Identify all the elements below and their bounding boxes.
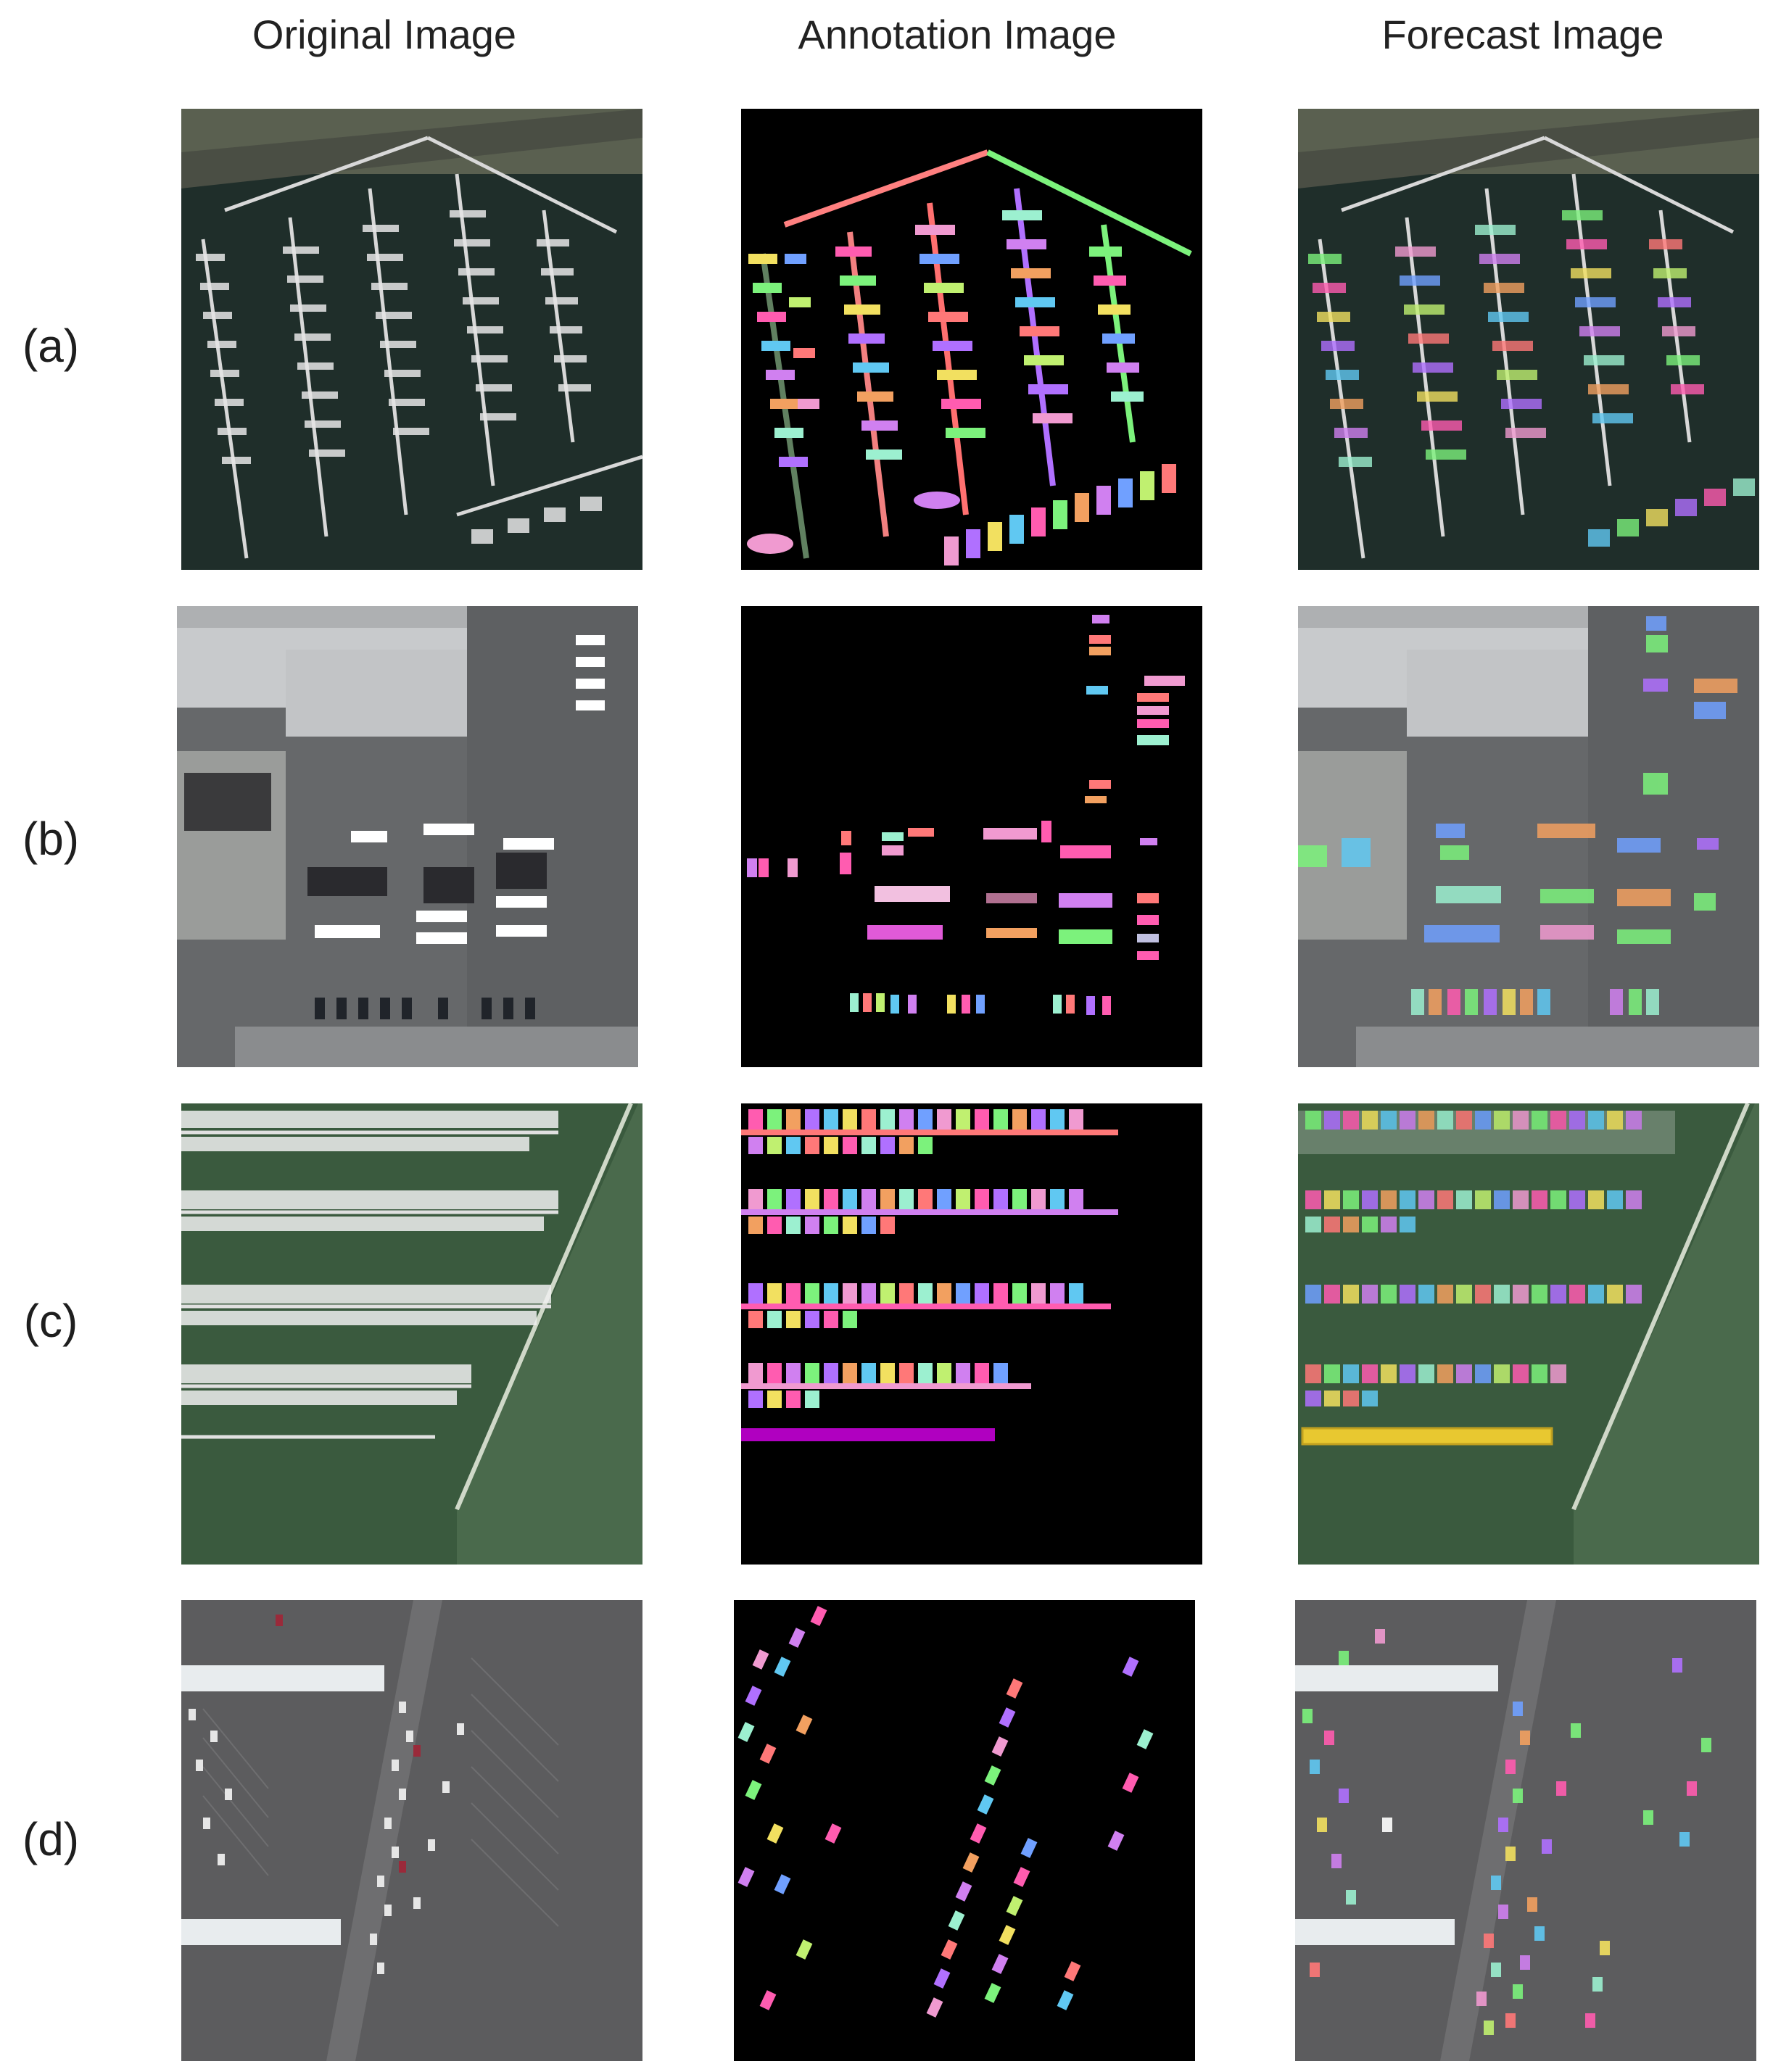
row-a-annotation-svg bbox=[741, 109, 1202, 570]
row-b-forecast-image bbox=[1298, 606, 1759, 1067]
column-header-annotation: Annotation Image bbox=[798, 12, 1117, 57]
row-c-forecast-svg bbox=[1298, 1103, 1759, 1565]
row-c-annotation-image bbox=[741, 1103, 1202, 1565]
column-header-forecast: Forecast Image bbox=[1381, 12, 1664, 57]
row-a-annotation-image bbox=[741, 109, 1202, 570]
row-b-annotation-image bbox=[741, 606, 1202, 1067]
row-a-forecast-image bbox=[1298, 109, 1759, 570]
row-c-forecast-image bbox=[1298, 1103, 1759, 1565]
row-label-c: (c) bbox=[23, 1295, 78, 1347]
row-d-original-svg bbox=[181, 1600, 642, 2061]
row-c-original-image bbox=[181, 1103, 642, 1565]
row-b-annotation-svg bbox=[741, 606, 1202, 1067]
row-c-original-svg bbox=[181, 1103, 642, 1565]
row-a-original-image bbox=[181, 109, 642, 570]
row-b-forecast-svg bbox=[1298, 606, 1759, 1067]
row-label-d: (d) bbox=[22, 1813, 80, 1865]
row-d-forecast-image bbox=[1295, 1600, 1756, 2061]
row-a-original-svg bbox=[181, 109, 642, 570]
row-b-original-image bbox=[177, 606, 638, 1067]
column-header-original: Original Image bbox=[252, 12, 517, 57]
row-d-forecast-svg bbox=[1295, 1600, 1756, 2061]
row-c-annotation-svg bbox=[741, 1103, 1202, 1565]
row-d-annotation-image bbox=[734, 1600, 1195, 2061]
row-a-forecast-svg bbox=[1298, 109, 1759, 570]
row-label-b: (b) bbox=[22, 813, 80, 865]
row-d-original-image bbox=[181, 1600, 642, 2061]
row-label-a: (a) bbox=[22, 320, 80, 372]
row-d-annotation-svg bbox=[734, 1600, 1195, 2061]
row-b-original-svg bbox=[177, 606, 638, 1067]
